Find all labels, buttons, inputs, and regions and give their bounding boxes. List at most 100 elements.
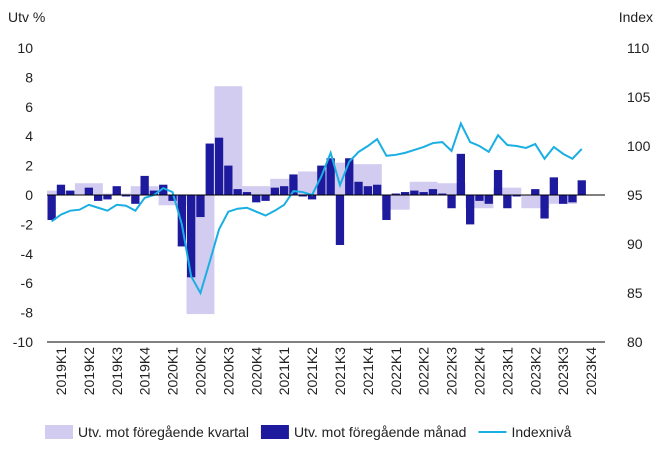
month-bar	[345, 158, 354, 195]
x-tick-label: 2019K3	[109, 347, 125, 395]
quarter-bar	[242, 186, 271, 195]
y-tick-label: 8	[25, 69, 33, 85]
month-bar	[382, 195, 391, 220]
y2-axis-label: Index	[619, 9, 653, 25]
y2-tick-label: 95	[627, 187, 643, 203]
month-bar	[242, 192, 252, 195]
month-bar	[103, 195, 112, 200]
x-tick-label: 2019K4	[137, 347, 153, 395]
x-tick-label: 2019K2	[81, 347, 97, 395]
month-bar	[456, 153, 465, 195]
month-bar	[354, 181, 363, 195]
month-bar	[177, 195, 186, 247]
x-tick-label: 2023K2	[527, 347, 543, 395]
x-tick-label: 2022K1	[388, 347, 404, 395]
month-bar	[568, 195, 577, 203]
month-bar	[131, 195, 140, 204]
month-bar	[252, 195, 261, 203]
y2-tick-label: 100	[627, 138, 651, 154]
y-tick-label: -6	[21, 275, 34, 291]
x-tick-label: 2021K1	[276, 347, 292, 395]
month-bar	[233, 189, 242, 195]
month-bar	[298, 195, 307, 197]
x-tick-label: 2022K4	[471, 347, 487, 395]
month-bar	[326, 158, 335, 195]
quarter-bar	[493, 187, 522, 195]
y2-tick-label: 110	[627, 40, 650, 56]
x-tick-label: 2023K3	[555, 347, 571, 395]
month-bar	[280, 186, 289, 195]
y2-tick-label: 85	[627, 285, 643, 301]
month-bar	[205, 143, 214, 195]
y-tick-label: 0	[25, 187, 33, 203]
month-bar	[559, 195, 568, 204]
month-bar	[84, 187, 93, 195]
month-bar	[373, 184, 382, 195]
y2-tick-label: 105	[627, 89, 651, 105]
x-tick-label: 2020K2	[192, 347, 208, 395]
month-bar	[317, 165, 326, 195]
month-bar	[149, 190, 159, 195]
y2-tick-label: 90	[627, 236, 643, 252]
month-bar	[438, 193, 447, 195]
month-bar	[307, 195, 317, 200]
x-tick-label: 2021K3	[332, 347, 348, 395]
y-tick-label: 10	[17, 40, 33, 56]
month-bar	[159, 184, 168, 195]
y-tick-label: -2	[21, 216, 34, 232]
month-bar	[549, 177, 558, 195]
month-bar	[475, 195, 484, 201]
y-tick-label: -4	[21, 246, 34, 262]
month-bar	[121, 195, 131, 197]
x-tick-label: 2023K4	[583, 347, 599, 395]
month-bar	[56, 184, 66, 195]
month-bar	[400, 192, 410, 195]
month-bar	[493, 170, 503, 195]
month-bar	[363, 186, 372, 195]
month-bar	[410, 190, 419, 195]
y-tick-label: -8	[21, 305, 34, 321]
month-bar	[503, 195, 512, 209]
y-tick-label: -10	[13, 334, 33, 350]
x-tick-label: 2022K2	[416, 347, 432, 395]
month-bar	[335, 195, 345, 245]
month-bar	[270, 187, 279, 195]
month-bar	[66, 190, 75, 195]
y-axis-label: Utv %	[8, 9, 45, 25]
y2-tick-label: 80	[627, 334, 643, 350]
month-bar	[577, 180, 586, 195]
legend-swatch	[45, 425, 73, 439]
month-bar	[47, 195, 56, 220]
legend-swatch	[260, 425, 289, 439]
month-bar	[289, 174, 298, 195]
legend-label: Utv. mot föregående kvartal	[78, 424, 249, 440]
y-tick-label: 6	[25, 99, 33, 115]
x-tick-label: 2019K1	[53, 347, 69, 395]
month-bar	[540, 195, 549, 219]
month-bar	[196, 195, 205, 218]
x-tick-label: 2020K4	[248, 347, 264, 395]
x-tick-label: 2020K1	[165, 347, 181, 395]
month-bar	[531, 189, 540, 195]
quarter-bar	[437, 183, 466, 195]
legend-label: Utv. mot föregående månad	[294, 424, 467, 440]
y-tick-label: 2	[25, 158, 33, 174]
month-bar	[419, 192, 428, 195]
x-tick-label: 2020K3	[220, 347, 236, 395]
month-bar	[261, 195, 270, 201]
month-bar	[112, 186, 121, 195]
x-tick-label: 2021K2	[304, 347, 320, 395]
month-bar	[224, 165, 233, 195]
month-bar	[94, 195, 103, 201]
month-bar	[214, 137, 224, 195]
y-tick-label: 4	[25, 128, 33, 144]
x-tick-label: 2023K1	[499, 347, 515, 395]
month-bar	[428, 189, 438, 195]
legend-label: Indexnivå	[511, 424, 571, 440]
month-bar	[512, 195, 521, 197]
x-tick-label: 2021K4	[360, 347, 376, 395]
month-bar	[140, 175, 149, 195]
index-line	[51, 120, 583, 296]
month-bar	[466, 195, 475, 225]
